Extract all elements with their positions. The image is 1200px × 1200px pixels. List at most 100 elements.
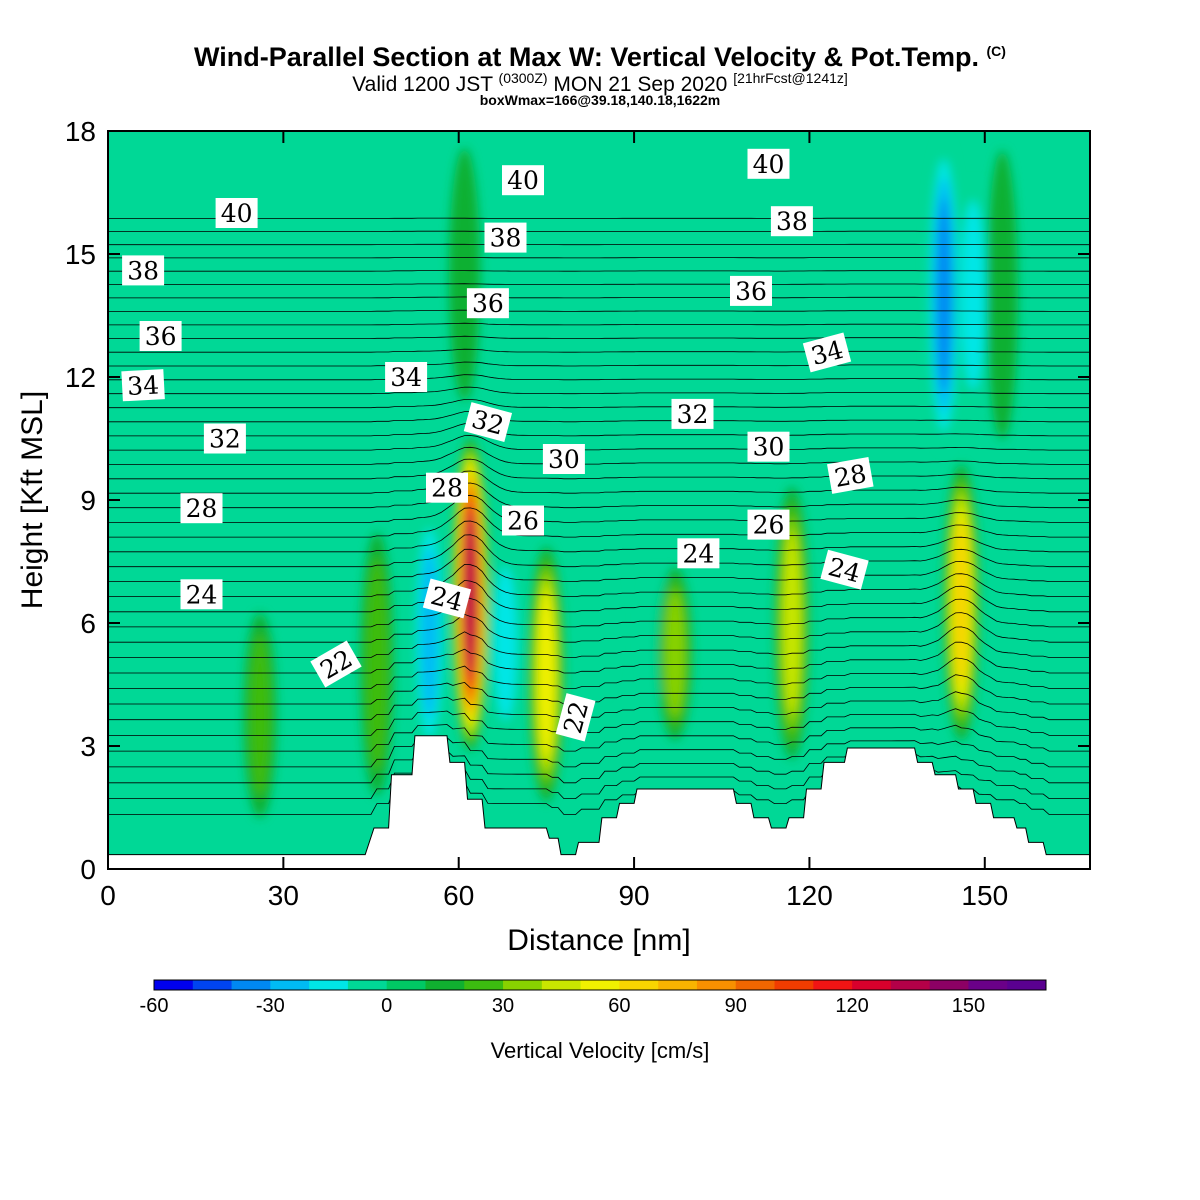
contour-label-box <box>122 255 165 286</box>
isentrope <box>108 399 1090 409</box>
contour-label-box <box>827 456 874 494</box>
contour-label: 40 <box>502 165 544 196</box>
isentrope <box>108 641 1090 674</box>
contour-label: 36 <box>139 321 182 351</box>
contour-label-box <box>730 275 772 306</box>
y-tick-label: 12 <box>65 362 96 393</box>
downdraft-cell <box>412 509 447 757</box>
updraft-cell <box>943 464 980 741</box>
isentrope <box>108 446 1090 465</box>
contour-label-box <box>820 549 869 590</box>
colorbar-swatch <box>192 980 233 990</box>
title-tag: (C) <box>986 43 1006 59</box>
isentrope <box>108 309 1090 312</box>
contour-label: 40 <box>747 148 790 179</box>
contour-label-box <box>426 472 468 503</box>
contour-label-text: 30 <box>548 445 580 474</box>
contour-label-text: 24 <box>186 580 218 609</box>
colorbar-tick-label: 60 <box>608 995 630 1017</box>
colorbar-swatch <box>735 980 776 990</box>
isentrope <box>108 296 1090 299</box>
isentrope <box>108 548 1090 582</box>
updraft-cell <box>528 546 565 802</box>
downdraft-cell <box>583 570 615 697</box>
contour-label-text: 40 <box>221 199 253 228</box>
contour-label: 38 <box>122 255 165 286</box>
contour-label-text: 26 <box>507 507 539 536</box>
isentrope <box>108 257 1090 259</box>
colorbar-swatch <box>425 980 465 990</box>
y-tick-label: 3 <box>80 731 96 762</box>
terrain-profile <box>108 735 1090 869</box>
isentrope <box>108 361 1090 367</box>
contour-label-box <box>747 509 790 540</box>
colorbar-swatch <box>154 980 194 990</box>
y-tick-label: 6 <box>80 608 96 639</box>
colorbar-swatch <box>231 980 271 990</box>
colorbar-title: Vertical Velocity [cm/s] <box>491 1038 710 1063</box>
colorbar: -60 -30 0 30 60 90 120 150 <box>140 979 1047 1017</box>
isentrope <box>108 534 1090 568</box>
colorbar-swatch <box>1007 980 1047 990</box>
contour-label-box <box>542 444 585 474</box>
isentrope <box>108 482 1090 509</box>
contour-label-box <box>121 369 165 402</box>
contour-label-box <box>502 505 544 536</box>
contour-label: 32 <box>463 402 513 443</box>
contour-label-box <box>463 402 513 443</box>
contour-label-text: 32 <box>677 400 709 429</box>
contour-label: 30 <box>747 431 790 462</box>
contour-label-box <box>502 165 544 196</box>
contour-label-text: 38 <box>490 224 522 253</box>
isentrope <box>108 243 1090 246</box>
updraft-cell <box>360 532 394 796</box>
isentrope <box>108 322 1090 326</box>
contour-label: 34 <box>121 369 165 402</box>
isentrope <box>108 470 1090 494</box>
isentrope <box>108 579 1090 613</box>
updraft-cell <box>243 612 277 818</box>
isentrope <box>108 423 1090 437</box>
downdraft-cell <box>488 549 523 738</box>
isentrope <box>108 674 1090 705</box>
y-tick-label: 18 <box>65 116 96 147</box>
contour-label-box <box>555 693 596 742</box>
contour-label-text: 40 <box>753 150 785 179</box>
isentrope <box>108 494 1090 523</box>
contour-label-box <box>385 362 428 392</box>
contour-label: 30 <box>542 444 585 474</box>
colorbar-swatch <box>929 980 969 990</box>
contour-label: 32 <box>203 423 246 454</box>
colorbar-swatch <box>852 980 892 990</box>
x-tick-label: 30 <box>268 880 299 911</box>
colorbar-swatch <box>541 980 582 990</box>
contour-label-box <box>422 578 472 619</box>
contour-label-text: 32 <box>209 425 241 454</box>
contour-label-box <box>747 431 790 462</box>
contour-label: 24 <box>180 579 223 610</box>
colorbar-swatch <box>503 980 543 990</box>
colorbar-swatch <box>658 980 698 990</box>
title-text: Wind-Parallel Section at Max W: Vertical… <box>194 42 979 72</box>
x-axis: 0 30 60 90 120 150 <box>100 131 1008 911</box>
x-axis-title: Distance [nm] <box>507 924 690 957</box>
forecast-info: [21hrFcst@1241z] <box>733 70 848 86</box>
contour-label: 38 <box>770 206 813 237</box>
contour-label-box <box>484 222 527 253</box>
contour-label-box <box>180 579 223 610</box>
contour-label: 28 <box>426 472 468 503</box>
isentrope <box>108 737 1090 768</box>
y-tick-label: 15 <box>65 239 96 270</box>
contour-label-box <box>770 206 813 237</box>
colorbar-tick-label: 150 <box>952 995 985 1017</box>
x-tick-label: 0 <box>100 880 116 911</box>
x-tick-label: 60 <box>443 880 474 911</box>
contour-label-box <box>466 288 509 319</box>
colorbar-tick-label: -30 <box>256 995 285 1017</box>
contour-label-text: 38 <box>127 256 159 285</box>
isentrope <box>108 283 1090 285</box>
downdraft-cell <box>926 140 962 450</box>
contour-label-text: 24 <box>682 539 714 568</box>
contour-label-text: 26 <box>753 511 785 540</box>
chart-title: Wind-Parallel Section at Max W: Vertical… <box>0 42 1200 73</box>
